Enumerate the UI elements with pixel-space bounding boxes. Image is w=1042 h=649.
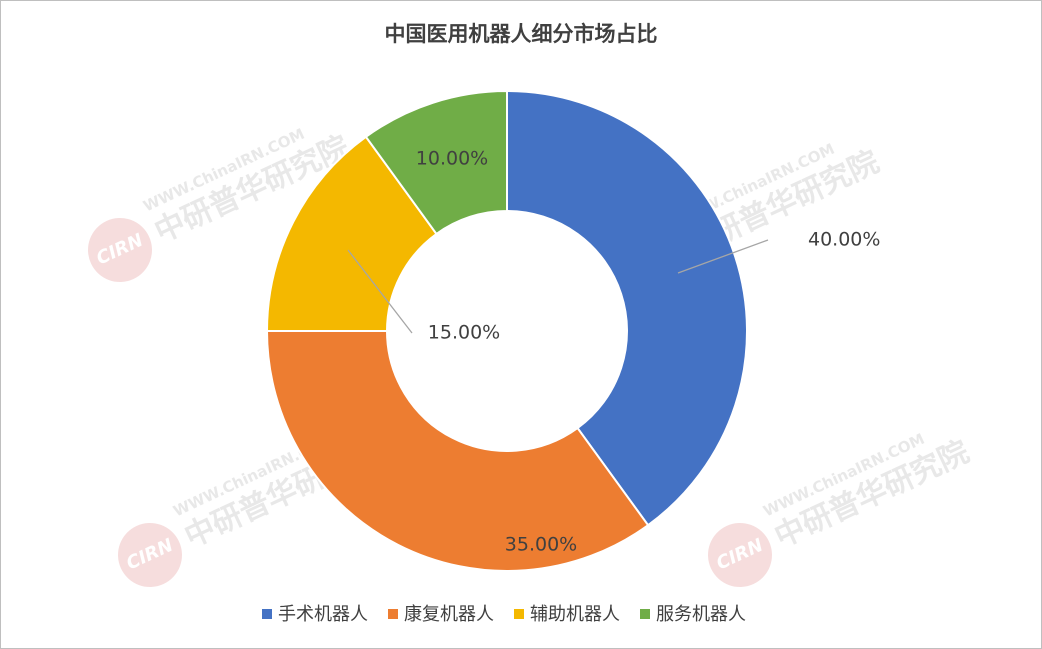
legend-swatch — [514, 609, 524, 619]
legend-label: 辅助机器人 — [530, 604, 620, 625]
leader-line — [677, 239, 769, 274]
data-label: 10.00% — [416, 148, 488, 170]
legend: 手术机器人 康复机器人 辅助机器人 服务机器人 — [262, 604, 746, 625]
legend-label: 手术机器人 — [278, 604, 368, 625]
legend-label: 康复机器人 — [404, 604, 494, 625]
data-label: 15.00% — [428, 322, 500, 344]
chart-title: 中国医用机器人细分市场占比 — [385, 22, 658, 46]
watermark-logo-circle — [88, 218, 152, 282]
doughnut-segment — [506, 89, 748, 527]
legend-swatch — [388, 609, 398, 619]
legend-swatch — [262, 609, 272, 619]
watermark-logo-circle — [118, 523, 182, 587]
legend-swatch — [640, 609, 650, 619]
doughnut-segment — [265, 330, 650, 572]
watermark-logo-circle — [708, 523, 772, 587]
doughnut-segment — [364, 89, 508, 236]
doughnut: 40.00% 35.00% 15.00% 10.00% — [265, 89, 880, 572]
leader-line — [347, 249, 413, 334]
data-label: 35.00% — [505, 534, 577, 556]
data-label: 40.00% — [808, 229, 880, 251]
legend-label: 服务机器人 — [656, 604, 746, 625]
doughnut-segment — [265, 135, 438, 332]
